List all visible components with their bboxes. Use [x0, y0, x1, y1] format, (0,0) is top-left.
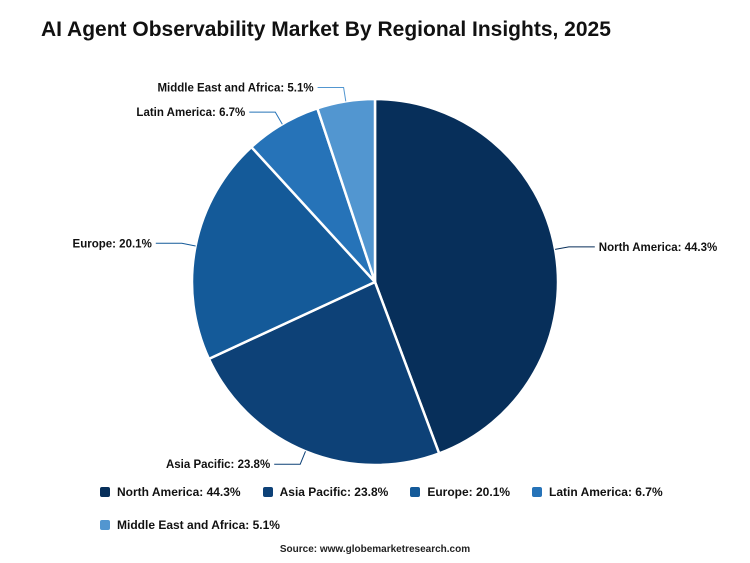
legend-swatch: [410, 487, 421, 497]
slice-label-latin-america: Latin America: 6.7%: [136, 107, 245, 119]
legend-item-latin-america: Latin America: 6.7%: [532, 484, 663, 500]
leader-line-europe: [155, 242, 196, 247]
slice-labels: North America: 44.3% Asia Pacific: 23.8% E…: [73, 83, 718, 472]
legend-swatch: [100, 487, 110, 497]
source-note: Source: www.globemarketresearch.com: [279, 544, 471, 555]
legend-label: North America: 44.3%: [117, 485, 241, 499]
legend-swatch: [262, 487, 273, 497]
leader-line-middle-east-and-africa: [317, 87, 347, 102]
legend-label: Asia Pacific: 23.8%: [279, 485, 389, 499]
legend-item-europe: Europe: 20.1%: [410, 484, 510, 500]
legend-item-middle-east-and-africa: Middle East and Africa: 5.1%: [100, 517, 280, 533]
pie-slice-middle-east-and-africa: [316, 97, 377, 284]
leader-line-asia-pacific: [274, 451, 306, 465]
pie-slices: [190, 97, 560, 467]
pie-slice-north-america: [373, 97, 560, 455]
legend-label: Latin America: 6.7%: [549, 485, 663, 499]
chart-title: AI Agent Observability Market By Regiona…: [41, 18, 611, 41]
legend-item-north-america: North America: 44.3%: [100, 484, 241, 500]
slice-label-middle-east-and-africa: Middle East and Africa: 5.1%: [157, 83, 313, 95]
leader-line-north-america: [555, 246, 595, 250]
legend-swatch: [100, 520, 110, 530]
chart-legend: North America: 44.3% Asia Pacific: 23.8% E…: [100, 484, 700, 533]
leader-lines: [155, 87, 595, 465]
pie-slice-asia-pacific: [207, 280, 441, 467]
slice-label-asia-pacific: Asia Pacific: 23.8%: [166, 459, 270, 471]
slice-label-europe: Europe: 20.1%: [73, 238, 152, 250]
pie-slice-europe: [190, 145, 377, 361]
legend-swatch: [532, 487, 543, 497]
leader-line-latin-america: [249, 111, 283, 125]
slice-label-north-america: North America: 44.3%: [599, 242, 717, 254]
legend-item-asia-pacific: Asia Pacific: 23.8%: [262, 484, 389, 500]
legend-label: Middle East and Africa: 5.1%: [117, 518, 280, 532]
legend-label: Europe: 20.1%: [427, 485, 511, 499]
